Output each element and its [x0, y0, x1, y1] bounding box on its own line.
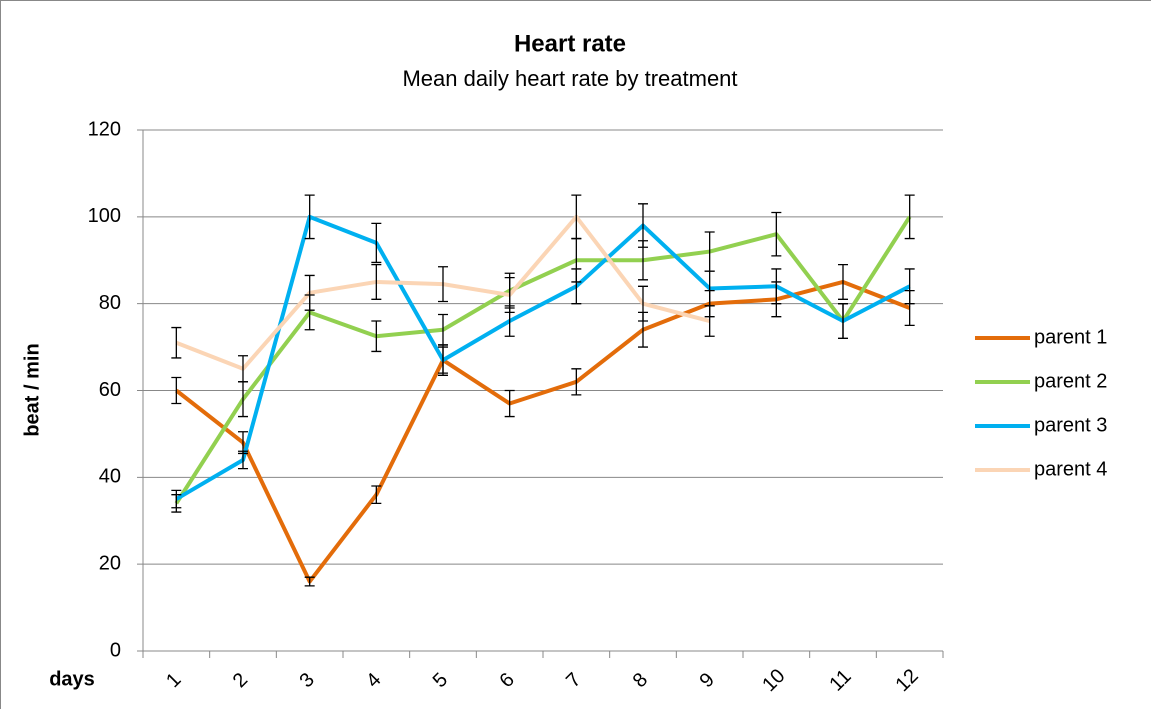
- x-tick-label: 6: [495, 669, 518, 692]
- x-tick-label: 11: [825, 665, 855, 695]
- chart-subtitle: Mean daily heart rate by treatment: [402, 66, 737, 91]
- series-line: [174, 215, 912, 505]
- error-bar: [904, 194, 915, 240]
- x-tick-label: 9: [695, 669, 718, 692]
- error-bar: [571, 194, 582, 240]
- x-tick-label: 3: [295, 669, 318, 692]
- error-bar: [704, 305, 715, 337]
- y-tick-label: 120: [88, 118, 121, 140]
- x-tick-label: 12: [892, 665, 923, 696]
- chart-title: Heart rate: [514, 30, 626, 57]
- x-tick-label: 8: [629, 669, 652, 692]
- error-bar: [238, 381, 248, 418]
- error-bar: [571, 268, 582, 305]
- series-line: [175, 279, 911, 584]
- x-tick-label: 4: [362, 669, 385, 692]
- error-bar: [238, 355, 248, 383]
- y-tick-label: 20: [99, 552, 121, 574]
- x-tick-label: 5: [429, 669, 452, 692]
- x-tick-label: 1: [162, 669, 185, 692]
- error-bar: [171, 376, 182, 405]
- y-tick-label: 40: [99, 466, 121, 488]
- error-bar: [438, 313, 448, 346]
- error-bar: [771, 268, 782, 305]
- y-tick-label: 80: [99, 292, 121, 314]
- error-bar: [438, 346, 448, 374]
- error-bar: [504, 276, 515, 313]
- error-bar: [838, 263, 848, 300]
- error-bar: [371, 263, 382, 300]
- x-tick-label: 10: [758, 665, 789, 696]
- legend-label: parent 2: [1034, 370, 1107, 392]
- error-bar: [838, 303, 848, 340]
- error-bar: [771, 211, 782, 257]
- error-bar: [304, 576, 315, 587]
- error-bar: [371, 222, 382, 264]
- error-bar: [371, 320, 382, 353]
- y-tick-label: 60: [99, 379, 121, 401]
- error-bar: [904, 268, 915, 305]
- legend-label: parent 4: [1034, 458, 1107, 480]
- y-axis-title: beat / min: [21, 343, 43, 436]
- error-bar: [171, 489, 182, 509]
- legend-label: parent 3: [1034, 414, 1107, 436]
- error-bar: [171, 326, 182, 359]
- error-bar: [238, 450, 248, 470]
- x-tick-label: 7: [562, 669, 585, 692]
- error-bar: [571, 368, 582, 396]
- error-bar: [638, 285, 648, 322]
- x-tick-label: 2: [229, 669, 252, 692]
- y-tick-label: 100: [88, 205, 121, 227]
- error-bar: [438, 266, 448, 303]
- error-bar: [504, 389, 515, 418]
- error-bar: [304, 194, 315, 240]
- y-tick-label: 0: [110, 639, 121, 661]
- error-bar: [304, 274, 315, 311]
- error-bar: [371, 485, 382, 505]
- series-line: [175, 214, 911, 501]
- error-bar: [638, 203, 648, 248]
- legend-label: parent 1: [1034, 326, 1107, 348]
- x-axis-title: days: [49, 668, 95, 690]
